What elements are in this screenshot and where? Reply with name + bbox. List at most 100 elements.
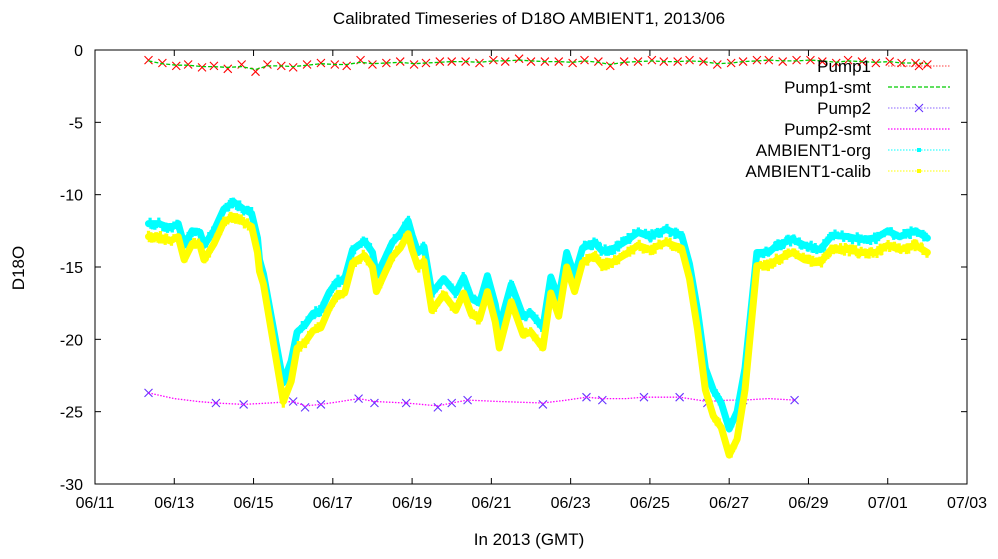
ambient1-org-point bbox=[915, 227, 919, 231]
ambient1-calib-point bbox=[808, 254, 812, 258]
ambient1-calib-point bbox=[644, 249, 648, 254]
y-tick-label: -10 bbox=[60, 188, 83, 205]
ambient1-calib-point bbox=[613, 255, 617, 259]
ambient1-calib-point bbox=[150, 239, 154, 243]
ambient1-calib-point bbox=[427, 296, 431, 300]
ambient1-calib-point bbox=[804, 257, 808, 261]
ambient1-calib-point bbox=[825, 252, 829, 257]
ambient1-calib-point bbox=[696, 328, 700, 332]
ambient1-org-point bbox=[284, 372, 288, 377]
ambient1-org-point bbox=[293, 338, 297, 342]
ambient1-org-point bbox=[599, 252, 603, 256]
ambient1-calib-point bbox=[212, 243, 216, 247]
ambient1-org-point bbox=[615, 243, 619, 247]
ambient1-org-point bbox=[500, 317, 504, 321]
ambient1-calib-point bbox=[761, 267, 765, 271]
ambient1-org-point bbox=[456, 282, 461, 286]
ambient1-org-point bbox=[829, 231, 833, 236]
series-pump1 bbox=[144, 54, 932, 77]
ambient1-calib-point bbox=[545, 311, 549, 315]
ambient1-org-point bbox=[287, 364, 291, 368]
ambient1-calib-point bbox=[573, 287, 577, 291]
ambient1-org-point bbox=[708, 376, 712, 380]
ambient1-org-point bbox=[386, 254, 390, 258]
ambient1-org-point bbox=[846, 233, 850, 237]
ambient1-org-point bbox=[646, 233, 650, 237]
ambient1-calib-point bbox=[409, 240, 413, 244]
ambient1-org-point bbox=[788, 237, 792, 241]
ambient1-calib-point bbox=[416, 267, 420, 271]
pump1-point bbox=[593, 57, 603, 66]
ambient1-calib-point bbox=[242, 217, 246, 221]
ambient1-org-point bbox=[716, 393, 721, 397]
ambient1-org-point bbox=[859, 234, 863, 238]
ambient1-calib-point bbox=[290, 374, 294, 379]
ambient1-calib-point bbox=[636, 245, 640, 249]
ambient1-org-point bbox=[795, 241, 799, 245]
ambient1-calib-point bbox=[180, 249, 184, 253]
ambient1-calib-point bbox=[521, 330, 525, 334]
ambient1-calib-point bbox=[458, 302, 462, 306]
ambient1-calib-point bbox=[303, 344, 308, 349]
ambient1-org-point bbox=[837, 236, 841, 240]
ambient1-org-point bbox=[437, 279, 441, 283]
ambient1-calib-point bbox=[555, 305, 559, 309]
ambient1-calib-point bbox=[877, 247, 881, 251]
ambient1-calib-point bbox=[592, 254, 596, 258]
ambient1-calib-point bbox=[907, 250, 911, 254]
ambient1-calib-point bbox=[582, 257, 586, 261]
ambient1-org-point bbox=[925, 234, 929, 238]
ambient1-org-point bbox=[533, 320, 537, 324]
ambient1-calib-point bbox=[540, 343, 545, 347]
ambient1-org-point bbox=[197, 232, 201, 236]
ambient1-calib-point bbox=[236, 214, 240, 218]
ambient1-org-point bbox=[808, 244, 812, 248]
ambient1-org-point bbox=[656, 231, 660, 235]
ambient1-calib-point bbox=[778, 256, 782, 260]
ambient1-calib-point bbox=[631, 248, 635, 253]
ambient1-org-point bbox=[437, 282, 441, 287]
ambient1-calib-point bbox=[777, 259, 781, 263]
ambient1-calib-point bbox=[655, 242, 659, 246]
ambient1-calib-point bbox=[486, 293, 490, 297]
ambient1-org-point bbox=[800, 246, 804, 250]
ambient1-calib-point bbox=[230, 219, 235, 223]
pump1-point bbox=[871, 58, 881, 68]
ambient1-calib-point bbox=[465, 304, 469, 308]
ambient1-calib-point bbox=[414, 256, 418, 260]
ambient1-org-point bbox=[349, 255, 353, 259]
ambient1-org-point bbox=[517, 304, 521, 308]
ambient1-org-point bbox=[625, 237, 629, 241]
ambient1-calib-point bbox=[154, 232, 158, 236]
x-tick-label: 06/29 bbox=[788, 495, 828, 512]
ambient1-org-point bbox=[820, 246, 824, 250]
ambient1-calib-point bbox=[614, 261, 618, 266]
ambient1-org-point bbox=[181, 236, 185, 241]
ambient1-org-point bbox=[918, 230, 922, 234]
ambient1-org-point bbox=[908, 235, 912, 239]
ambient1-org-point bbox=[506, 293, 510, 297]
ambient1-org-point bbox=[289, 359, 293, 363]
ambient1-org-point bbox=[891, 234, 895, 238]
ambient1-calib-point bbox=[636, 242, 640, 246]
ambient1-calib-point bbox=[598, 256, 602, 261]
ambient1-org-point bbox=[371, 251, 375, 255]
ambient1-calib-point bbox=[596, 254, 600, 258]
ambient1-calib-point bbox=[359, 258, 363, 262]
ambient1-calib-point bbox=[220, 227, 224, 232]
ambient1-calib-point bbox=[169, 242, 174, 246]
pump1-point bbox=[817, 57, 827, 66]
ambient1-calib-point bbox=[762, 264, 766, 268]
ambient1-calib-point bbox=[538, 338, 542, 342]
ambient1-org-point bbox=[396, 234, 400, 238]
ambient1-org-point bbox=[359, 244, 363, 248]
ambient1-calib-point bbox=[361, 249, 365, 253]
ambient1-calib-point bbox=[924, 252, 928, 256]
ambient1-calib-point bbox=[850, 251, 854, 255]
ambient1-org-point bbox=[530, 311, 534, 315]
ambient1-org-point bbox=[453, 295, 457, 299]
ambient1-calib-point bbox=[158, 231, 162, 235]
ambient1-org-point bbox=[288, 362, 292, 366]
ambient1-calib-point bbox=[826, 255, 830, 260]
ambient1-org-point bbox=[210, 236, 214, 240]
